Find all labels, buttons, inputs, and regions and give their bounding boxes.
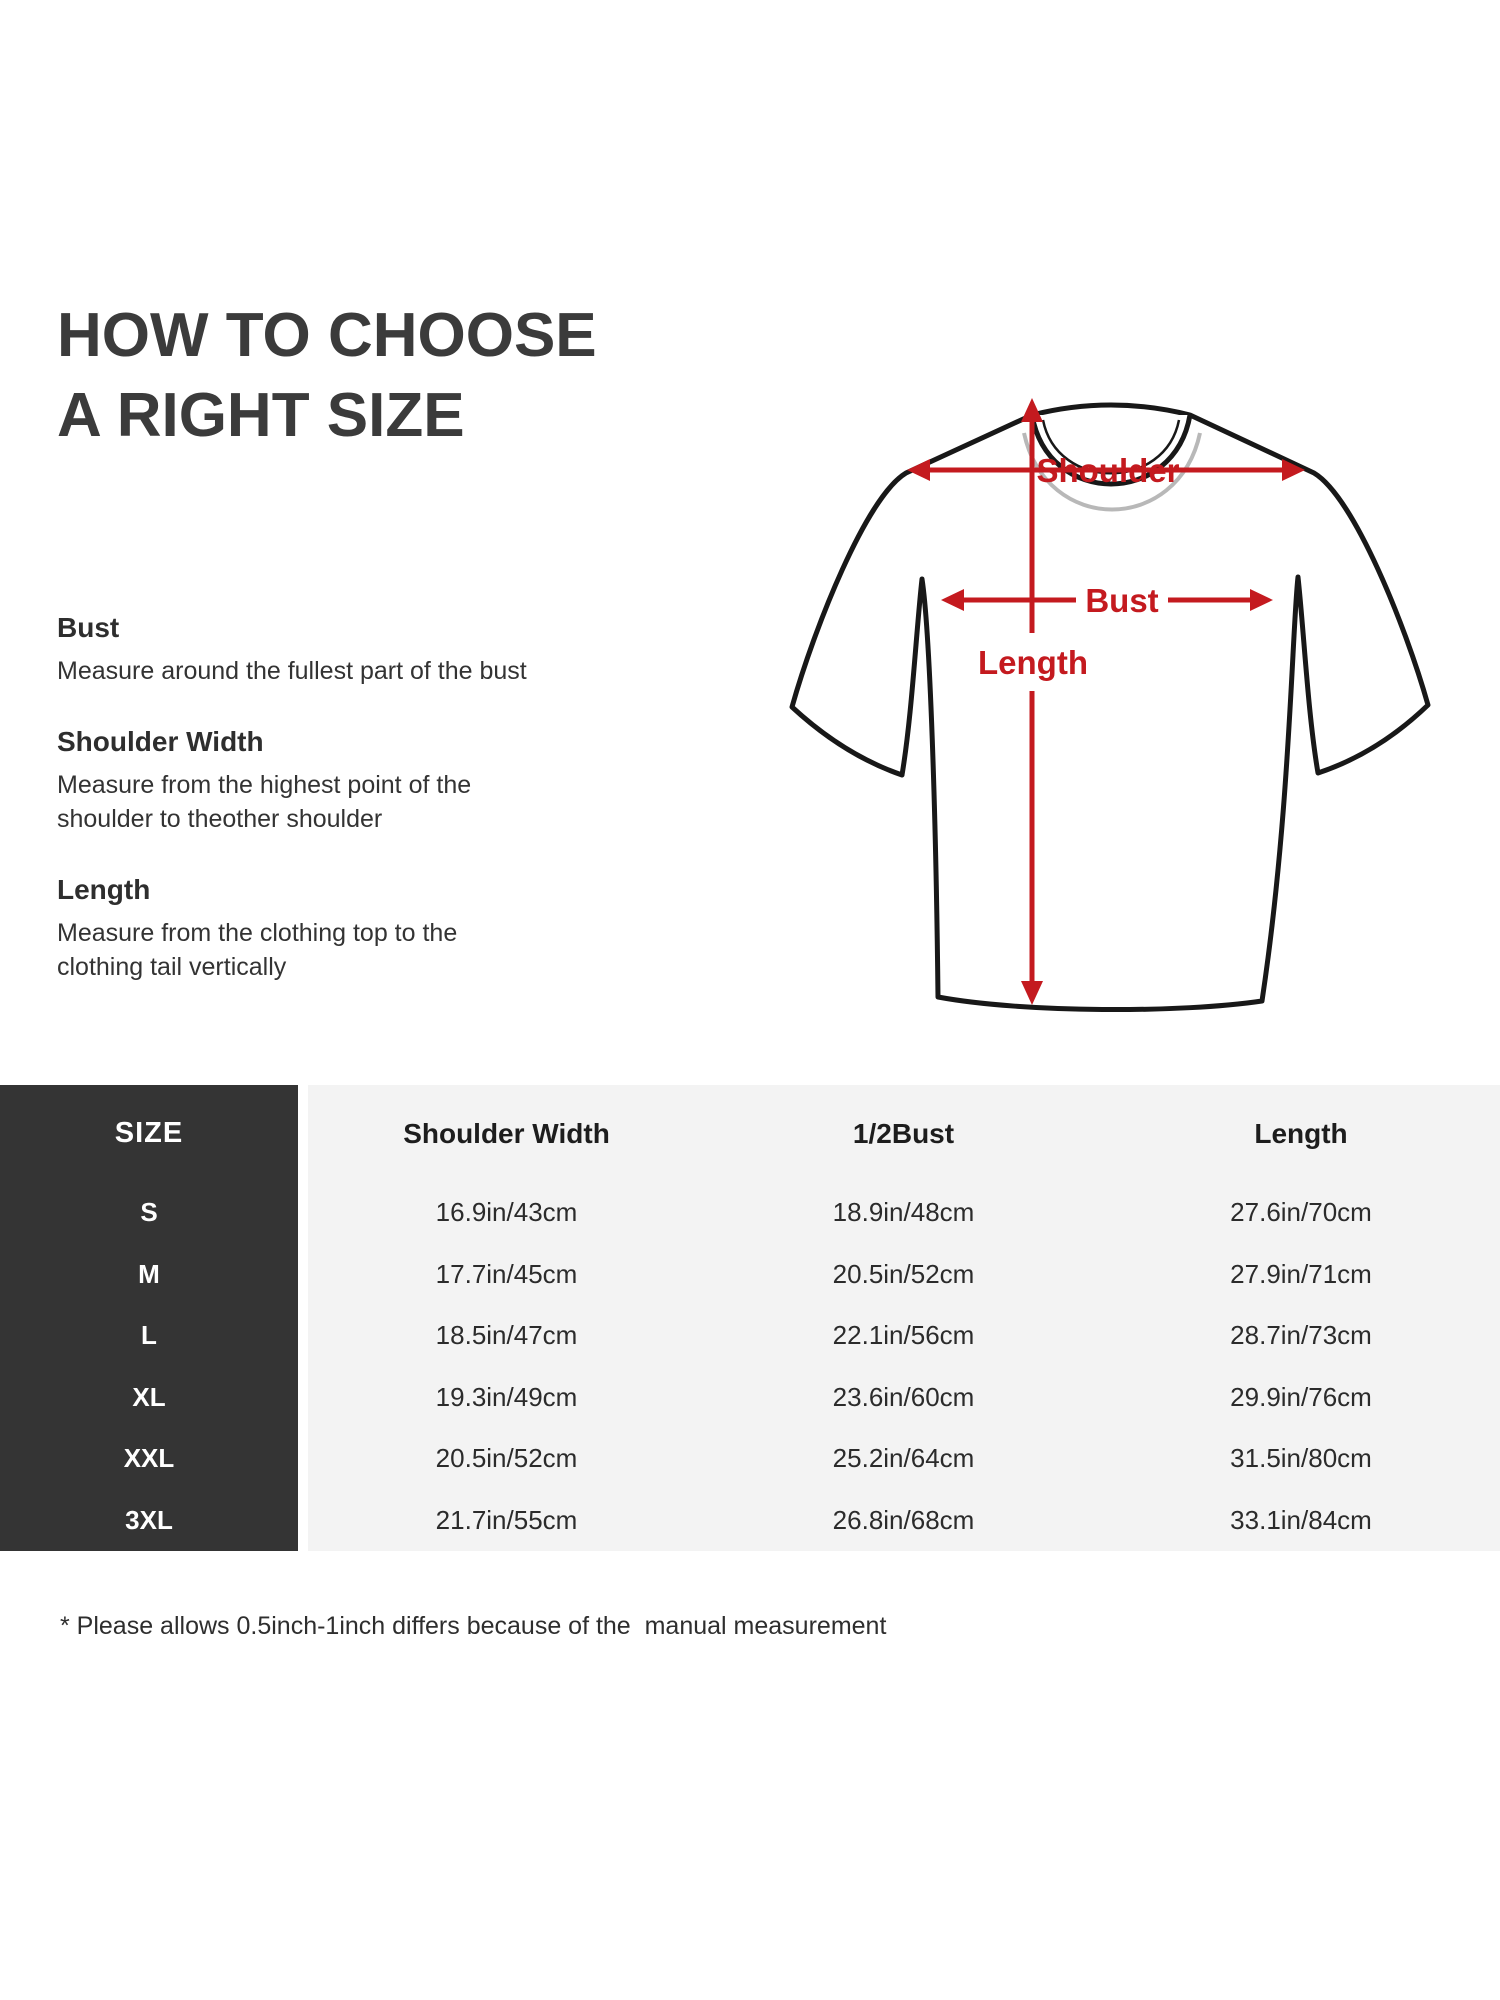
- guide-section-length: Length Measure from the clothing top to …: [57, 874, 617, 984]
- tshirt-outline: [789, 402, 1431, 1013]
- guide-section-bust: Bust Measure around the fullest part of …: [57, 612, 617, 688]
- guide-body: Measure from the clothing top to the clo…: [57, 919, 458, 981]
- title-line-2: A RIGHT SIZE: [57, 381, 465, 450]
- guide-section-shoulder-width: Shoulder Width Measure from the highest …: [57, 726, 617, 836]
- size-label-cell: M: [0, 1243, 308, 1305]
- bust-arrow-label: Bust: [1085, 582, 1158, 619]
- measurement-cell: 23.6in/60cm: [832, 1381, 975, 1412]
- measurement-cell: 29.9in/76cm: [1230, 1381, 1372, 1412]
- measurement-cell: 26.8in/68cm: [832, 1504, 975, 1535]
- measurement-cell: 20.5in/52cm: [832, 1258, 975, 1289]
- collar-inner-line: [1041, 419, 1181, 475]
- length-arrow: [1021, 398, 1043, 1005]
- shoulder-arrow: [907, 459, 1305, 481]
- length-arrow-label: Length: [978, 644, 1088, 681]
- measurement-cell: 27.9in/71cm: [1230, 1258, 1372, 1289]
- guide-body: Measure around the fullest part of the b…: [57, 657, 527, 685]
- size-chart-table: SIZE Shoulder Width 1/2Bust Length S 16.…: [0, 1085, 1500, 1551]
- guide-heading: Length: [57, 874, 151, 905]
- measurement-cell: 17.7in/45cm: [435, 1258, 578, 1289]
- size-label-cell: L: [0, 1305, 308, 1367]
- measurement-cell: 16.9in/43cm: [435, 1197, 578, 1228]
- collar-opening: [1029, 414, 1193, 487]
- measurement-cell: 33.1in/84cm: [1230, 1504, 1372, 1535]
- page-title: HOW TO CHOOSE A RIGHT SIZE: [57, 296, 597, 456]
- measurement-cell: 31.5in/80cm: [1230, 1443, 1372, 1474]
- shoulder-arrow-label: Shoulder: [1036, 452, 1179, 489]
- measurement-cell: 18.5in/47cm: [435, 1320, 578, 1351]
- size-label-cell: 3XL: [0, 1489, 308, 1551]
- guide-heading: Bust: [57, 612, 120, 643]
- measurement-cell: 22.1in/56cm: [832, 1320, 975, 1351]
- size-label-cell: S: [0, 1182, 308, 1244]
- measurement-cell: 18.9in/48cm: [832, 1197, 975, 1228]
- measurement-cell: 21.7in/55cm: [435, 1504, 578, 1535]
- guide-heading: Shoulder Width: [57, 726, 264, 757]
- measurement-guide: Bust Measure around the fullest part of …: [57, 612, 617, 1022]
- measurement-cell: 25.2in/64cm: [832, 1443, 975, 1474]
- column-header-half-bust: 1/2Bust: [852, 1117, 955, 1149]
- measurement-cell: 27.6in/70cm: [1230, 1197, 1372, 1228]
- measurement-cell: 28.7in/73cm: [1230, 1320, 1372, 1351]
- measurement-cell: 20.5in/52cm: [435, 1443, 578, 1474]
- column-header-size: SIZE: [0, 1085, 308, 1182]
- measurement-cell: 19.3in/49cm: [435, 1381, 578, 1412]
- column-header-length: Length: [1254, 1117, 1348, 1149]
- measurement-disclaimer: * Please allows 0.5inch-1inch differs be…: [60, 1612, 887, 1640]
- tshirt-measurement-diagram: Shoulder Bust Length: [789, 398, 1431, 1013]
- bust-arrow: [941, 589, 1273, 611]
- column-header-shoulder-width: Shoulder Width: [403, 1117, 610, 1149]
- size-label-cell: XXL: [0, 1428, 308, 1490]
- guide-body: Measure from the highest point of the sh…: [57, 771, 472, 833]
- title-line-1: HOW TO CHOOSE: [57, 301, 597, 370]
- size-label-cell: XL: [0, 1366, 308, 1428]
